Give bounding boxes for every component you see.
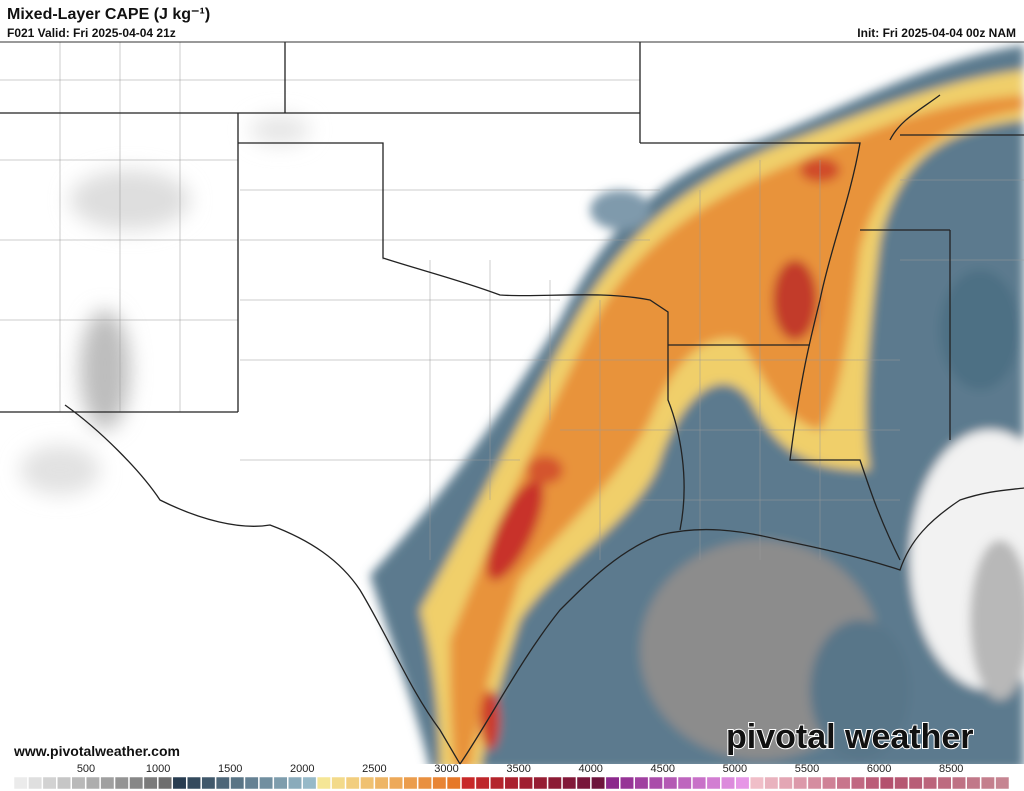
valid-time: F021 Valid: Fri 2025-04-04 21z [7,26,176,40]
colorbar-swatch [259,776,274,790]
colorbar-swatch [980,776,995,790]
colorbar-swatch [778,776,793,790]
colorbar: 500 1000 1500 2000 2500 3000 3500 4000 4500 5000 5… [13,763,1010,790]
colorbar-swatch [533,776,548,790]
colorbar-swatch [937,776,952,790]
colorbar-swatch [389,776,403,790]
colorbar-swatch [576,776,591,790]
colorbar-swatch [42,776,57,790]
colorbar-swatch [504,776,519,790]
colorbar-swatch [403,776,418,790]
colorbar-swatch [432,776,447,790]
colorbar-swatch [360,776,375,790]
colorbar-swatch [822,776,837,790]
brand-logo: pivotal weather [726,718,974,756]
colorbar-label: 3500 [506,763,530,775]
colorbar-swatch [749,776,764,790]
colorbar-swatch [129,776,144,790]
colorbar-swatch [490,776,505,790]
colorbar-swatch [244,776,259,790]
site-url: www.pivotalweather.com [13,743,180,759]
colorbar-swatch [114,776,129,790]
colorbar-swatch [302,776,317,790]
colorbar-swatch [316,776,331,790]
colorbar-swatch [692,776,707,790]
colorbar-swatch [57,776,71,790]
colorbar-label: 4500 [651,763,675,775]
colorbar-label: 1500 [218,763,242,775]
colorbar-swatch [648,776,663,790]
colorbar-swatch [865,776,880,790]
init-time: Init: Fri 2025-04-04 00z NAM [857,26,1016,40]
colorbar-swatch [85,776,100,790]
colorbar-swatch [417,776,432,790]
colorbar-swatch [850,776,865,790]
colorbar-swatch [836,776,851,790]
colorbar-swatch [620,776,634,790]
colorbar-swatch [966,776,981,790]
colorbar-label: 4000 [578,763,602,775]
colorbar-swatch [995,776,1010,790]
colorbar-swatch [461,776,476,790]
colorbar-swatch [230,776,245,790]
colorbar-swatch [71,776,86,790]
colorbar-swatch [908,776,923,790]
colorbar-swatch [952,776,966,790]
colorbar-label: 3000 [434,763,458,775]
colorbar-swatch [331,776,346,790]
colorbar-swatch [547,776,562,790]
colorbar-swatch [677,776,692,790]
colorbar-swatch [28,776,43,790]
colorbar-label: 6000 [867,763,891,775]
colorbar-swatch [158,776,173,790]
colorbar-swatch [273,776,288,790]
colorbar-swatch [663,776,678,790]
colorbar-swatch [475,776,490,790]
colorbar-swatch [374,776,389,790]
colorbar-swatch [721,776,735,790]
colorbar-swatch [518,776,533,790]
colorbar-label: 5500 [795,763,819,775]
colorbar-swatch [215,776,230,790]
title: Mixed-Layer CAPE (J kg⁻¹) [7,6,210,23]
colorbar-label: 500 [77,763,95,775]
colorbar-label: 2500 [362,763,386,775]
colorbar-swatch [793,776,808,790]
map [0,42,1024,765]
colorbar-swatch [13,776,28,790]
colorbar-label: 1000 [146,763,170,775]
colorbar-swatch [591,776,606,790]
colorbar-swatch [894,776,909,790]
colorbar-label: 8500 [939,763,963,775]
cape-field [20,45,1024,764]
colorbar-swatch [172,776,187,790]
colorbar-swatch [446,776,461,790]
colorbar-swatch [100,776,115,790]
colorbar-swatch [923,776,938,790]
colorbar-label: 5000 [723,763,747,775]
colorbar-swatch [879,776,894,790]
colorbar-swatch [735,776,750,790]
colorbar-swatch [764,776,779,790]
boundaries [0,42,1024,765]
colorbar-swatch [143,776,158,790]
west-patches [20,115,310,495]
colorbar-swatch [706,776,721,790]
colorbar-label: 2000 [290,763,314,775]
colorbar-swatch [288,776,302,790]
colorbar-swatch [634,776,649,790]
colorbar-swatch [201,776,216,790]
colorbar-swatch [807,776,822,790]
colorbar-swatch [605,776,620,790]
cape-shading [370,45,1024,764]
colorbar-swatch [186,776,201,790]
colorbar-swatch [562,776,577,790]
colorbar-swatch [345,776,360,790]
